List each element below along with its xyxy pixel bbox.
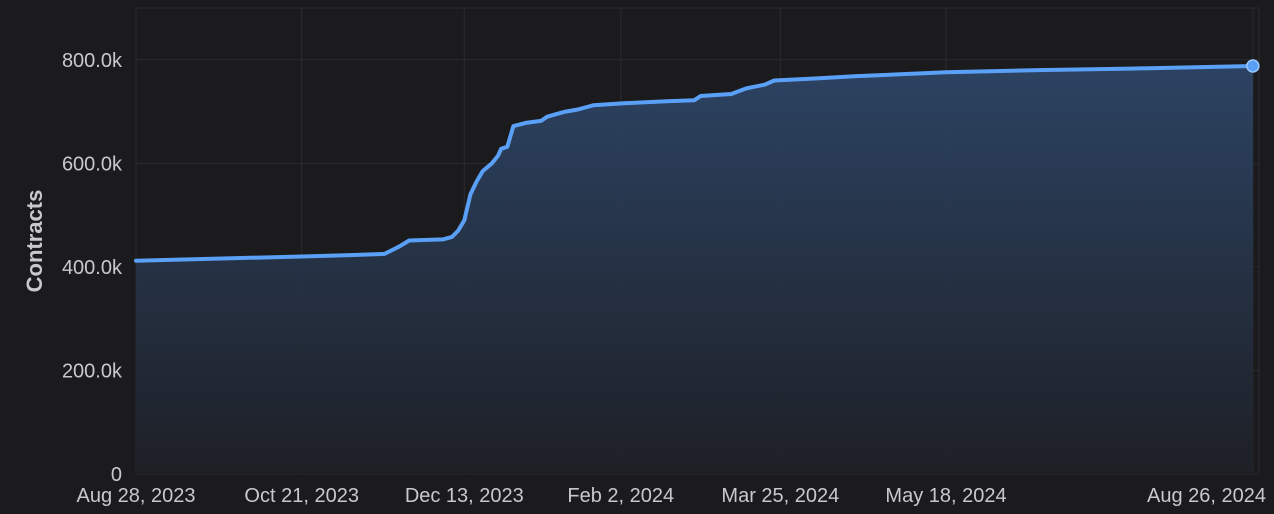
y-tick-label: 600.0k xyxy=(62,153,123,175)
series-area xyxy=(136,66,1253,474)
x-axis-ticks: Aug 28, 2023 Oct 21, 2023 Dec 13, 2023 Feb … xyxy=(77,485,1267,507)
y-axis-title: Contracts xyxy=(22,190,47,293)
x-tick-label: Aug 26, 2024 xyxy=(1147,485,1266,507)
line-layer xyxy=(134,59,1260,263)
y-tick-label: 800.0k xyxy=(62,50,123,72)
x-tick-label: Feb 2, 2024 xyxy=(567,485,674,507)
x-tick-label: May 18, 2024 xyxy=(885,485,1006,507)
y-tick-label: 400.0k xyxy=(62,257,123,279)
series-line xyxy=(134,64,1255,263)
x-tick-label: Dec 13, 2023 xyxy=(405,485,524,507)
y-axis-ticks: 0 200.0k 400.0k 600.0k 800.0k xyxy=(62,50,123,486)
y-tick-label: 0 xyxy=(111,464,122,486)
x-tick-label: Mar 25, 2024 xyxy=(721,485,839,507)
series-end-point xyxy=(1246,59,1260,73)
x-tick-label: Aug 28, 2023 xyxy=(77,485,196,507)
area-layer xyxy=(136,66,1253,474)
y-tick-label: 200.0k xyxy=(62,360,123,382)
x-tick-label: Oct 21, 2023 xyxy=(244,485,359,507)
